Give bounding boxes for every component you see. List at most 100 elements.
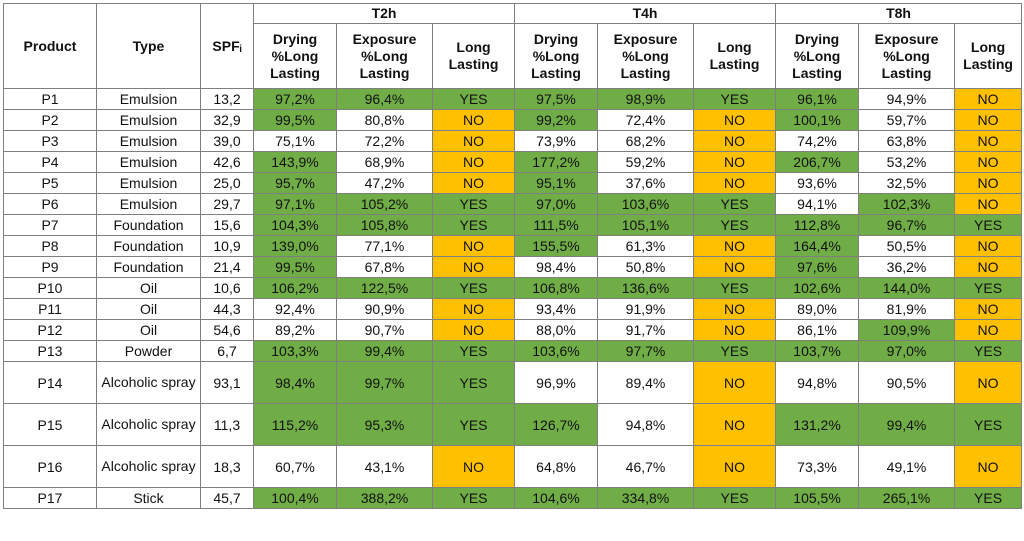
cell-t2h-drying: 97,2%: [253, 88, 337, 110]
cell-t4h-long-lasting: YES: [693, 277, 777, 299]
cell-t4h-drying: 103,6%: [514, 340, 599, 362]
cell-t8h-long-lasting: NO: [954, 88, 1023, 110]
cell-t8h-long-lasting: NO: [954, 319, 1023, 341]
cell-t8h-drying: 112,8%: [775, 214, 860, 236]
cell-spf: 10,6: [200, 277, 254, 299]
cell-type: Emulsion: [96, 130, 201, 152]
cell-t2h-drying: 92,4%: [253, 298, 337, 320]
cell-t2h-long-lasting: NO: [431, 298, 516, 320]
cell-t4h-long-lasting: NO: [693, 109, 777, 131]
header-spf: SPFᵢ: [200, 3, 254, 89]
header-group-t8h: T8h: [775, 3, 1023, 24]
cell-t8h-drying: 100,1%: [775, 109, 860, 131]
cell-t2h-long-lasting: YES: [431, 214, 516, 236]
cell-t2h-drying: 100,4%: [253, 487, 337, 509]
cell-t2h-drying: 99,5%: [253, 109, 337, 131]
cell-t2h-exposure: 67,8%: [336, 256, 433, 278]
cell-t4h-drying: 126,7%: [514, 403, 599, 446]
cell-t8h-long-lasting: YES: [954, 403, 1023, 446]
cell-t4h-drying: 97,5%: [514, 88, 599, 110]
cell-t4h-drying: 73,9%: [514, 130, 599, 152]
table-row: P5 Emulsion 25,0 95,7% 47,2% NO 95,1% 37,6% NO 93…: [3, 172, 1023, 194]
cell-t2h-long-lasting: NO: [431, 130, 516, 152]
cell-t2h-exposure: 99,7%: [336, 361, 433, 404]
cell-spf: 42,6: [200, 151, 254, 173]
cell-type: Alcoholic spray: [96, 361, 201, 404]
table-row: P3 Emulsion 39,0 75,1% 72,2% NO 73,9% 68,2% NO 74…: [3, 130, 1023, 152]
cell-type: Foundation: [96, 256, 201, 278]
cell-t4h-exposure: 59,2%: [597, 151, 695, 173]
cell-t8h-drying: 97,6%: [775, 256, 860, 278]
cell-t4h-drying: 111,5%: [514, 214, 599, 236]
cell-t2h-exposure: 96,4%: [336, 88, 433, 110]
cell-t8h-drying: 102,6%: [775, 277, 860, 299]
cell-product: P8: [3, 235, 97, 257]
cell-product: P11: [3, 298, 97, 320]
header-t8h-long-lasting: Long Lasting: [954, 23, 1023, 89]
table-row: P8 Foundation 10,9 139,0% 77,1% NO 155,5% 61,3%…: [3, 235, 1023, 257]
cell-t8h-long-lasting: NO: [954, 109, 1023, 131]
cell-t8h-long-lasting: YES: [954, 277, 1023, 299]
header-group-t4h: T4h: [514, 3, 777, 24]
cell-t2h-exposure: 72,2%: [336, 130, 433, 152]
cell-t2h-long-lasting: YES: [431, 88, 516, 110]
cell-t4h-drying: 88,0%: [514, 319, 599, 341]
cell-product: P15: [3, 403, 97, 446]
cell-t8h-drying: 164,4%: [775, 235, 860, 257]
cell-product: P9: [3, 256, 97, 278]
cell-spf: 18,3: [200, 445, 254, 488]
cell-t8h-exposure: 99,4%: [858, 403, 956, 446]
table-row: P9 Foundation 21,4 99,5% 67,8% NO 98,4% 50,8% NO…: [3, 256, 1023, 278]
cell-t4h-long-lasting: YES: [693, 487, 777, 509]
cell-spf: 54,6: [200, 319, 254, 341]
cell-t2h-exposure: 105,8%: [336, 214, 433, 236]
cell-t8h-exposure: 59,7%: [858, 109, 956, 131]
cell-product: P2: [3, 109, 97, 131]
cell-t2h-exposure: 90,9%: [336, 298, 433, 320]
cell-type: Emulsion: [96, 109, 201, 131]
table-row: P10 Oil 10,6 106,2% 122,5% YES 106,8% 136,6% YES…: [3, 277, 1023, 299]
cell-t4h-long-lasting: NO: [693, 319, 777, 341]
cell-t2h-long-lasting: NO: [431, 151, 516, 173]
cell-t4h-exposure: 46,7%: [597, 445, 695, 488]
cell-t2h-long-lasting: NO: [431, 109, 516, 131]
cell-product: P16: [3, 445, 97, 488]
cell-t4h-drying: 106,8%: [514, 277, 599, 299]
cell-spf: 15,6: [200, 214, 254, 236]
cell-t4h-exposure: 334,8%: [597, 487, 695, 509]
cell-t2h-drying: 143,9%: [253, 151, 337, 173]
cell-spf: 29,7: [200, 193, 254, 215]
cell-t2h-drying: 115,2%: [253, 403, 337, 446]
cell-type: Powder: [96, 340, 201, 362]
cell-product: P3: [3, 130, 97, 152]
table-body: P1 Emulsion 13,2 97,2% 96,4% YES 97,5% 98,9% YES…: [3, 88, 1023, 509]
cell-t2h-exposure: 122,5%: [336, 277, 433, 299]
cell-t4h-exposure: 105,1%: [597, 214, 695, 236]
cell-spf: 45,7: [200, 487, 254, 509]
cell-t8h-exposure: 97,0%: [858, 340, 956, 362]
cell-t2h-long-lasting: YES: [431, 340, 516, 362]
cell-t4h-long-lasting: YES: [693, 193, 777, 215]
cell-t2h-drying: 139,0%: [253, 235, 337, 257]
cell-type: Foundation: [96, 235, 201, 257]
header-t8h-exposure: Exposure %Long Lasting: [858, 23, 956, 89]
cell-type: Emulsion: [96, 88, 201, 110]
table-row: P1 Emulsion 13,2 97,2% 96,4% YES 97,5% 98,9% YES…: [3, 88, 1023, 110]
cell-t2h-exposure: 43,1%: [336, 445, 433, 488]
cell-t2h-exposure: 80,8%: [336, 109, 433, 131]
cell-t4h-long-lasting: YES: [693, 340, 777, 362]
cell-t8h-exposure: 94,9%: [858, 88, 956, 110]
cell-t4h-long-lasting: NO: [693, 445, 777, 488]
cell-t2h-drying: 95,7%: [253, 172, 337, 194]
header-t4h-exposure: Exposure %Long Lasting: [597, 23, 695, 89]
header-type: Type: [96, 3, 201, 89]
cell-t8h-long-lasting: NO: [954, 256, 1023, 278]
cell-type: Alcoholic spray: [96, 445, 201, 488]
table-row: P4 Emulsion 42,6 143,9% 68,9% NO 177,2% 59,2% NO…: [3, 151, 1023, 173]
cell-t4h-long-lasting: NO: [693, 130, 777, 152]
table-row: P17 Stick 45,7 100,4% 388,2% YES 104,6% 334,8% Y…: [3, 487, 1023, 509]
cell-type: Alcoholic spray: [96, 403, 201, 446]
cell-t4h-drying: 99,2%: [514, 109, 599, 131]
header-t4h-drying: Drying %Long Lasting: [514, 23, 599, 89]
cell-t8h-long-lasting: YES: [954, 214, 1023, 236]
